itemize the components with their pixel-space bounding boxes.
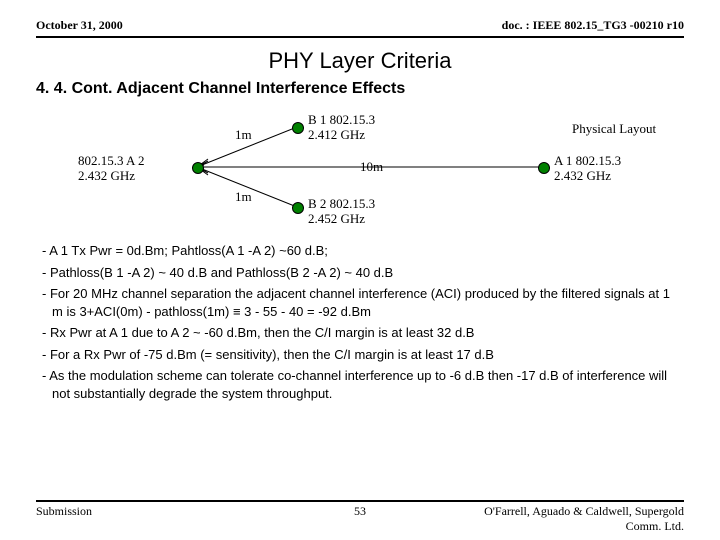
- label-1m-top: 1m: [235, 128, 252, 143]
- page-subtitle: 4. 4. Cont. Adjacent Channel Interferenc…: [36, 80, 684, 98]
- label-1m-bottom: 1m: [235, 190, 252, 205]
- slide-page: October 31, 2000 doc. : IEEE 802.15_TG3 …: [0, 0, 720, 540]
- label-b1: B 1 802.15.3 2.412 GHz: [308, 113, 375, 143]
- footer-left: Submission: [36, 504, 250, 534]
- header-docref: doc. : IEEE 802.15_TG3 -00210 r10: [502, 18, 684, 33]
- bullet-item: - As the modulation scheme can tolerate …: [36, 367, 684, 402]
- node-b1: [292, 122, 304, 134]
- label-10m: 10m: [360, 160, 383, 175]
- node-b2: [292, 202, 304, 214]
- label-a2: 802.15.3 A 22.432 GHz: [78, 154, 144, 184]
- label-physical-layout: Physical Layout: [572, 122, 656, 137]
- bullet-item: - For a Rx Pwr of -75 d.Bm (= sensitivit…: [36, 346, 684, 364]
- node-a2: [192, 162, 204, 174]
- label-a1: A 1 802.15.3 2.432 GHz: [554, 154, 621, 184]
- footer-right: O'Farrell, Aguado & Caldwell, Supergold …: [470, 504, 684, 534]
- bullet-list: - A 1 Tx Pwr = 0d.Bm; Pahtloss(A 1 -A 2)…: [36, 242, 684, 402]
- bullet-item: - For 20 MHz channel separation the adja…: [36, 285, 684, 320]
- header-date: October 31, 2000: [36, 18, 123, 33]
- label-b2: B 2 802.15.3 2.452 GHz: [308, 197, 375, 227]
- footer-page: 53: [253, 504, 467, 534]
- topology-diagram: 802.15.3 A 22.432 GHz B 1 802.15.3 2.412…: [40, 104, 680, 234]
- bullet-item: - Rx Pwr at A 1 due to A 2 ~ -60 d.Bm, t…: [36, 324, 684, 342]
- page-title: PHY Layer Criteria: [36, 48, 684, 74]
- header-bar: October 31, 2000 doc. : IEEE 802.15_TG3 …: [36, 18, 684, 38]
- node-a1: [538, 162, 550, 174]
- bullet-item: - A 1 Tx Pwr = 0d.Bm; Pahtloss(A 1 -A 2)…: [36, 242, 684, 260]
- footer-bar: Submission 53 O'Farrell, Aguado & Caldwe…: [36, 500, 684, 534]
- bullet-item: - Pathloss(B 1 -A 2) ~ 40 d.B and Pathlo…: [36, 264, 684, 282]
